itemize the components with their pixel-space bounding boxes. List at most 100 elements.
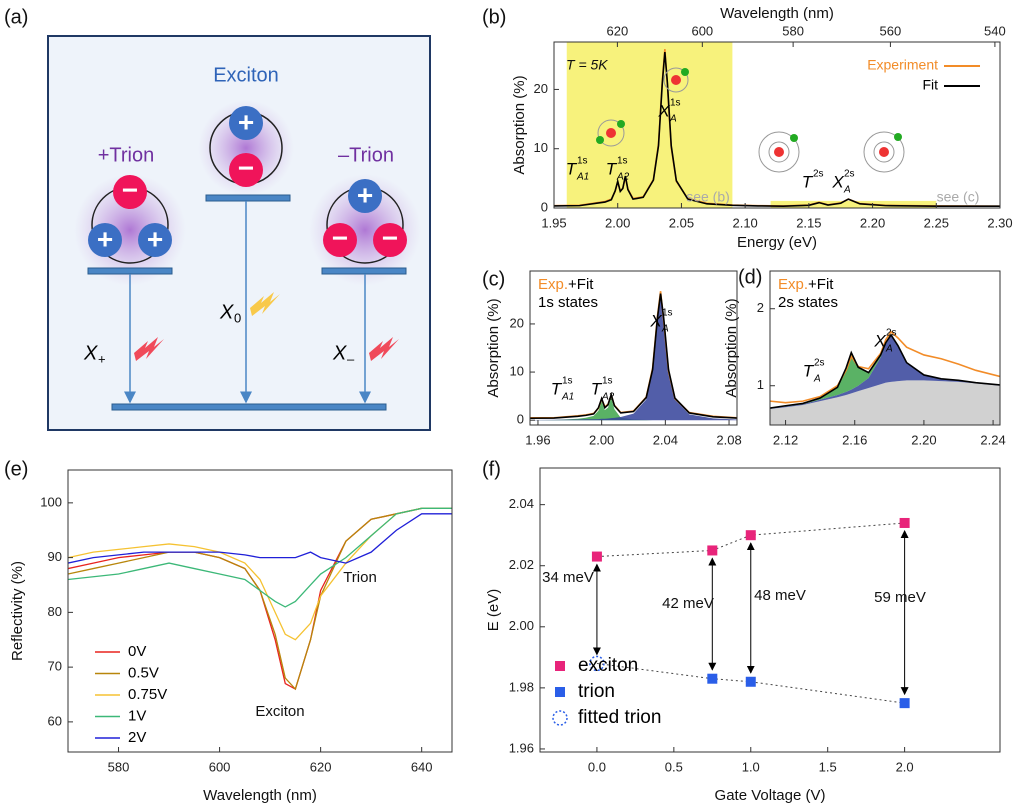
peak-label: T	[551, 379, 563, 398]
atom-icon	[758, 131, 800, 173]
point	[745, 676, 756, 687]
legend-label: fitted trion	[578, 707, 661, 728]
halo	[198, 100, 294, 196]
plot-frame	[529, 270, 738, 426]
hole	[348, 179, 382, 213]
highlight	[566, 42, 733, 208]
transition-subscript: 0	[234, 310, 241, 325]
electron	[596, 136, 604, 144]
x-tick-label: 2.24	[980, 432, 1005, 447]
transition-symbol: X	[332, 342, 347, 364]
y-tick-label: 0	[517, 412, 524, 427]
panel-label: (e)	[4, 458, 28, 480]
x-tick-label: 1.5	[819, 759, 837, 774]
orbit	[597, 119, 625, 147]
charge-sign: +	[238, 106, 254, 137]
x-tick-label: 1.96	[525, 432, 550, 447]
annotation: see (c)	[937, 189, 980, 205]
x-tick-label: 600	[209, 759, 231, 774]
orbit	[873, 141, 895, 163]
electron	[894, 133, 902, 141]
level-bar	[87, 267, 173, 275]
annotation: T = 5K	[566, 57, 608, 73]
peak-label-sub: A1	[561, 392, 574, 403]
connector	[596, 522, 905, 558]
positive-trion-label: +Trion	[98, 144, 155, 166]
y-tick-label: 100	[40, 494, 62, 509]
nucleus	[606, 128, 616, 138]
peak-label-sup: 1s	[562, 376, 573, 387]
area	[770, 380, 1000, 425]
legend-label: exciton	[578, 655, 638, 676]
x-tick-label: 1.0	[742, 759, 760, 774]
panel-label: (a)	[4, 6, 28, 28]
x-tick-label: 1.95	[541, 215, 566, 230]
level-bar	[321, 267, 407, 275]
charge-sign: +	[97, 223, 113, 254]
electron	[681, 68, 689, 76]
y-tick-label: 70	[48, 659, 62, 674]
panel-label: (c)	[482, 268, 505, 290]
peak-label-sup: 1s	[617, 156, 628, 167]
legend-label: 1V	[128, 707, 146, 724]
y-tick-label: 10	[534, 140, 548, 155]
nucleus	[671, 75, 681, 85]
peak-label: X	[657, 101, 670, 120]
halo	[309, 174, 421, 286]
panel-label: (f)	[482, 458, 501, 480]
charge-sign: −	[122, 174, 138, 205]
x-axis-label: Wavelength (nm)	[203, 787, 317, 804]
y-axis-label: Absorption (%)	[485, 298, 502, 397]
y-tick-label: 2.02	[509, 557, 534, 572]
level-bar	[205, 194, 291, 202]
x-axis-label: Gate Voltage (V)	[715, 787, 826, 804]
x-tick-label: 0.0	[588, 759, 606, 774]
annotation: see (b)	[686, 189, 730, 205]
peak-label-sub: A	[669, 114, 677, 125]
legend-label: +Fit	[568, 276, 594, 293]
nucleus	[774, 147, 784, 157]
peak-label-sub: A	[813, 374, 821, 385]
charge-sign: +	[357, 179, 373, 210]
orbit	[863, 131, 905, 173]
peak-label-sup: 1s	[662, 308, 673, 319]
area	[770, 335, 1000, 409]
photon-bolt	[134, 337, 164, 361]
charge-sign: −	[332, 222, 348, 253]
y-tick-label: 2.04	[509, 496, 534, 511]
orbit	[768, 141, 790, 163]
x-tick-label: 2.25	[924, 215, 949, 230]
transition-subscript: +	[98, 351, 106, 366]
x-tick-label: 2.30	[987, 215, 1012, 230]
peak-label: X	[649, 311, 662, 330]
legend-label: Fit	[922, 77, 938, 93]
annotation: 48 meV	[754, 587, 806, 604]
peak-label-sub: A1	[576, 172, 589, 183]
x-tick-label: 2.08	[716, 432, 741, 447]
x-axis-label: Energy (eV)	[737, 234, 817, 251]
electron	[790, 134, 798, 142]
y-tick-label: 1	[757, 377, 764, 392]
series-line	[770, 333, 1000, 409]
plot-frame	[539, 467, 1001, 753]
x-tick-label: 2.10	[732, 215, 757, 230]
peak-label-sub: A	[843, 185, 851, 196]
peak-label-sup: 1s	[577, 156, 588, 167]
charge-sign: −	[382, 222, 398, 253]
point	[707, 545, 718, 556]
panel-label: (b)	[482, 6, 506, 28]
atom-icon	[663, 67, 689, 93]
peak-label: X	[873, 331, 886, 350]
transition-symbol: X	[219, 301, 234, 323]
halo	[74, 174, 186, 286]
y-axis-label: Reflectivity (%)	[9, 561, 26, 661]
series-line	[530, 293, 737, 420]
peak-label-sup: 2s	[886, 328, 897, 339]
legend-swatch	[555, 661, 565, 671]
electron	[617, 120, 625, 128]
panel-label: (d)	[738, 266, 762, 288]
plot-area	[592, 522, 909, 704]
y-tick-label: 20	[534, 81, 548, 96]
point	[591, 551, 602, 562]
